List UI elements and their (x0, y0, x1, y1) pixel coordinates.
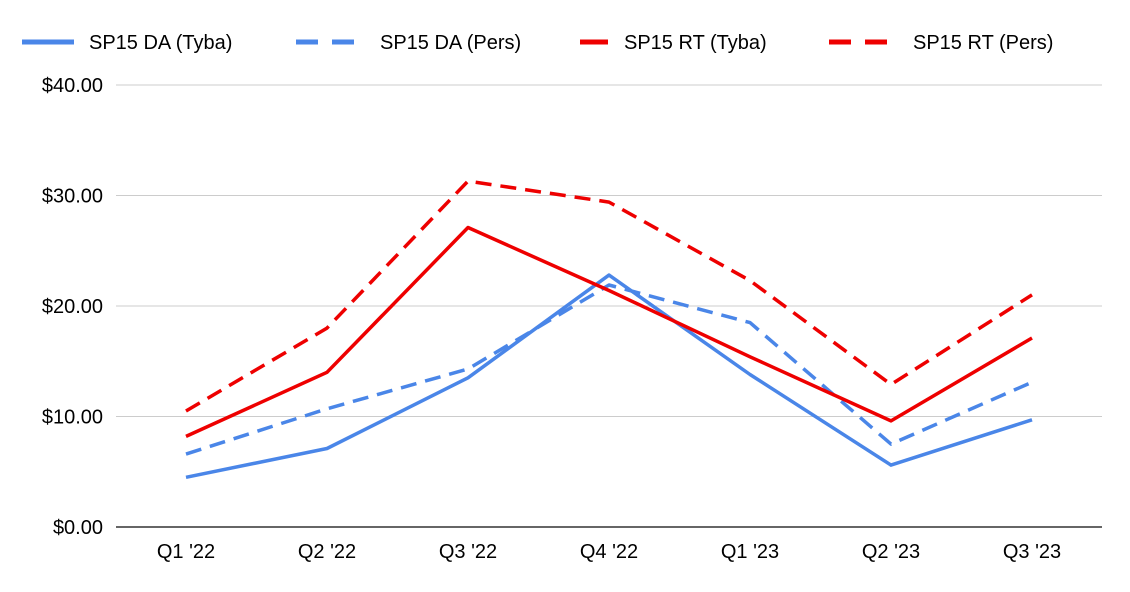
legend-item[interactable]: SP15 DA (Pers) (296, 32, 521, 54)
data-point (184, 475, 188, 479)
y-tick-label: $10.00 (42, 407, 103, 429)
y-tick-label: $0.00 (53, 517, 103, 539)
y-tick-label: $20.00 (42, 296, 103, 318)
data-point (889, 419, 893, 423)
data-point (1030, 293, 1034, 297)
x-tick-label: Q1 '22 (157, 541, 215, 563)
data-point (1030, 380, 1034, 384)
series-line-0 (185, 273, 1033, 480)
x-axis-tick-labels: Q1 '22 Q2 '22 Q3 '22 Q4 '22 Q1 '23 Q2 '23 Q3 '… (157, 541, 1061, 563)
data-point (748, 355, 752, 359)
data-point (325, 407, 329, 411)
series-line-2 (185, 225, 1033, 438)
data-point (607, 283, 611, 287)
legend-label: SP15 DA (Tyba) (89, 32, 232, 54)
data-point (184, 452, 188, 456)
legend-item[interactable]: SP15 RT (Tyba) (580, 32, 767, 54)
legend-item[interactable]: SP15 DA (Tyba) (22, 32, 232, 54)
legend-label: SP15 RT (Pers) (913, 32, 1053, 54)
data-point (748, 373, 752, 377)
x-tick-label: Q1 '23 (721, 541, 779, 563)
legend-label: SP15 DA (Pers) (380, 32, 521, 54)
series-lines (184, 179, 1034, 480)
data-point (607, 289, 611, 293)
x-tick-label: Q3 '22 (439, 541, 497, 563)
data-point (325, 447, 329, 451)
data-point (184, 434, 188, 438)
data-point (325, 370, 329, 374)
y-tick-label: $30.00 (42, 186, 103, 208)
data-point (889, 382, 893, 386)
x-tick-label: Q2 '23 (862, 541, 920, 563)
data-point (1030, 418, 1034, 422)
data-point (325, 326, 329, 330)
x-tick-label: Q4 '22 (580, 541, 638, 563)
x-tick-label: Q3 '23 (1003, 541, 1061, 563)
data-point (466, 376, 470, 380)
legend-item[interactable]: SP15 RT (Pers) (829, 32, 1053, 54)
legend-label: SP15 RT (Tyba) (624, 32, 767, 54)
data-point (466, 179, 470, 183)
series-line-3 (185, 179, 1033, 413)
legend: SP15 DA (Tyba) SP15 DA (Pers) SP15 RT (Tyb… (22, 32, 1053, 54)
y-tick-label: $40.00 (42, 75, 103, 97)
data-point (466, 367, 470, 371)
data-point (607, 273, 611, 277)
series-line-1 (185, 283, 1033, 456)
data-point (607, 200, 611, 204)
gridlines (116, 84, 1102, 528)
data-point (184, 409, 188, 413)
y-axis-tick-labels: $0.00 $10.00 $20.00 $30.00 $40.00 (42, 75, 103, 539)
x-tick-label: Q2 '22 (298, 541, 356, 563)
data-point (466, 226, 470, 230)
data-point (889, 463, 893, 467)
data-point (1030, 336, 1034, 340)
data-point (748, 321, 752, 325)
data-point (889, 442, 893, 446)
data-point (748, 279, 752, 283)
